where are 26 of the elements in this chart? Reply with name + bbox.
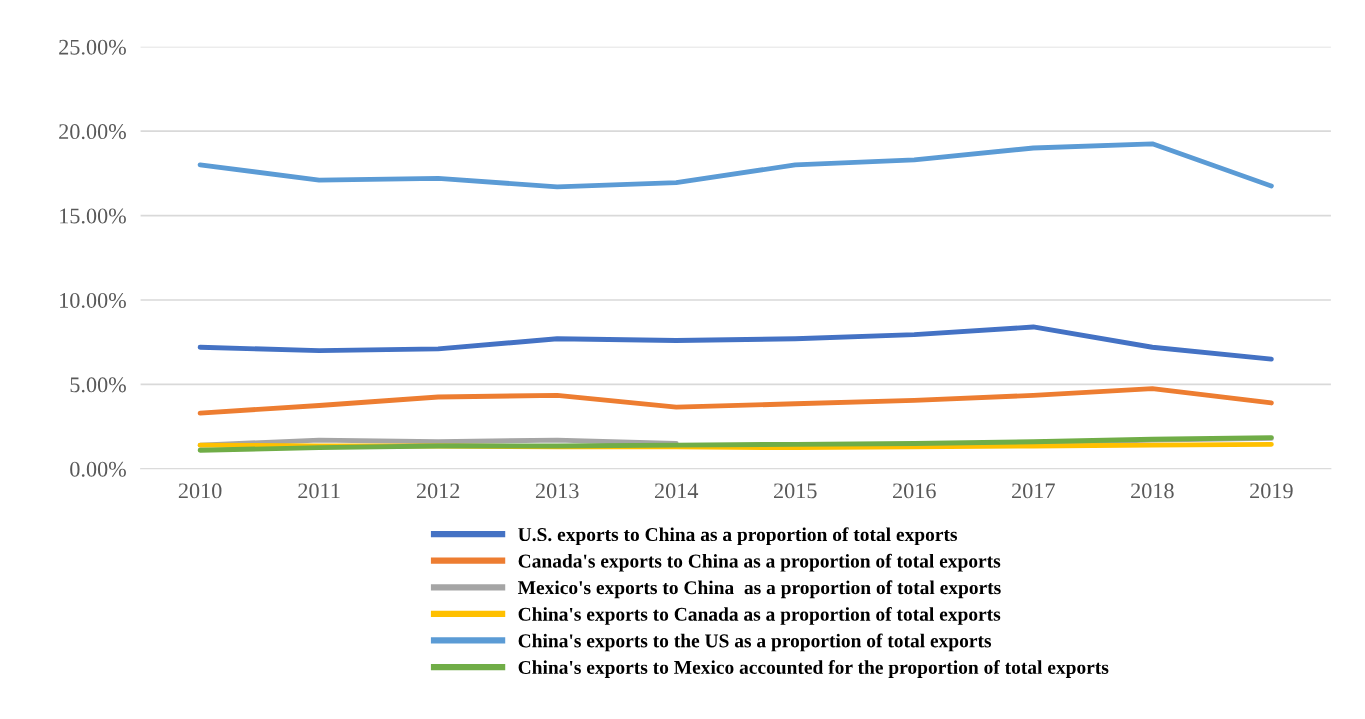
legend-label: China's exports to the US as a proportion of total exports: [518, 633, 992, 652]
y-tick-label: 5.00%: [70, 377, 126, 393]
x-tick-label: 2015: [774, 483, 817, 499]
x-tick-label: 2013: [535, 483, 579, 499]
legend-label: China's exports to Mexico accounted for the proportion of total exports: [518, 660, 1109, 678]
x-tick-label: 2018: [1131, 483, 1174, 499]
x-tick-label: 2010: [178, 483, 222, 499]
x-tick-label: 2011: [298, 483, 340, 499]
x-tick-label: 2012: [416, 483, 460, 499]
legend-label: Canada's exports to China as a proportion of total exports: [518, 553, 1001, 572]
y-tick-label: 25.00%: [59, 39, 126, 55]
line-series: [197, 324, 1274, 362]
x-tick-label: 2017: [1012, 483, 1055, 499]
y-tick-label: 10.00%: [60, 292, 126, 308]
y-tick-label: 15.00%: [60, 208, 126, 224]
x-tick-label: 2016: [893, 483, 936, 499]
legend-label: Mexico's exports to China as a proportion of total exports: [517, 580, 1001, 599]
line-series: [197, 386, 1274, 416]
y-tick-label: 0.00%: [70, 461, 126, 477]
line-series: [197, 141, 1274, 190]
x-tick-label: 2019: [1250, 483, 1293, 499]
x-tick-label: 2014: [654, 483, 699, 499]
line-series: [197, 435, 1274, 453]
y-tick-label: 20.00%: [59, 124, 126, 140]
legend-label: U.S. exports to China as a proportion of total exports: [518, 527, 958, 546]
legend-label: China's exports to Canada as a proportion of total exports: [518, 606, 1001, 625]
